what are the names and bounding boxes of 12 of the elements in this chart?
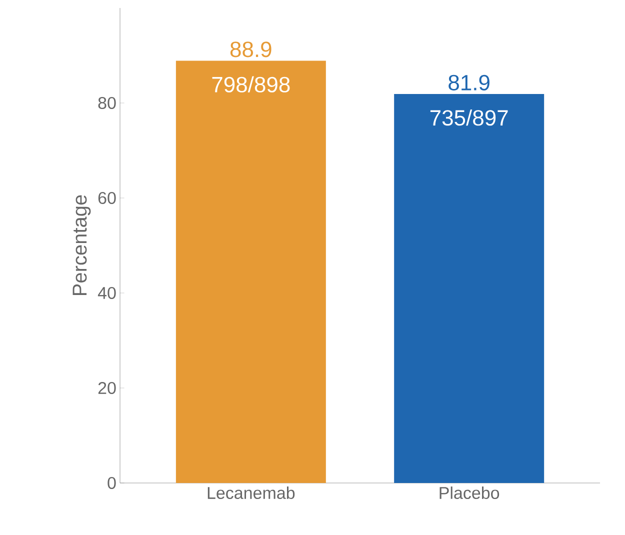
y-tick-label: 20 bbox=[98, 382, 116, 394]
data-label: 81.9 bbox=[448, 74, 490, 90]
annotation: 798/898 bbox=[212, 76, 290, 92]
x-tick-label: Placebo bbox=[440, 486, 500, 500]
y-axis-title: Percentage bbox=[72, 195, 91, 295]
annotation: 735/897 bbox=[430, 109, 508, 126]
y-tick-label: 40 bbox=[98, 286, 116, 300]
y-tick-label: 0 bbox=[108, 476, 116, 490]
y-tick-label: 80 bbox=[98, 96, 116, 110]
data-label: 88.9 bbox=[230, 42, 272, 58]
x-tick-label: Lecanemab bbox=[208, 486, 295, 500]
y-tick-label: 60 bbox=[98, 192, 116, 204]
